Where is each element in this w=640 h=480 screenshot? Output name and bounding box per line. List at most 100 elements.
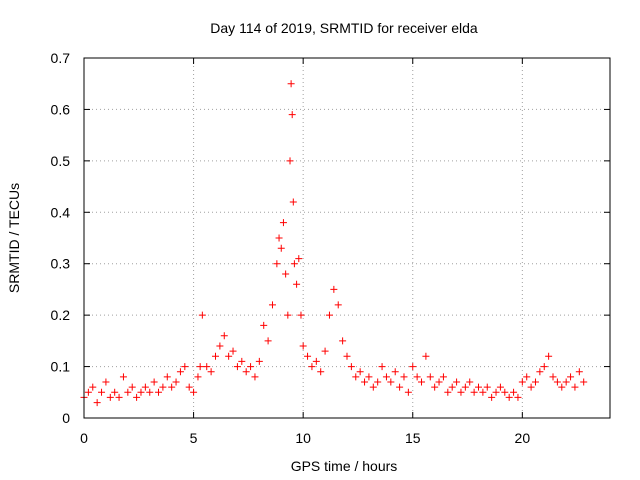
data-point [325, 311, 333, 319]
data-point [289, 198, 297, 206]
data-point [293, 280, 301, 288]
data-point [444, 388, 452, 396]
data-point [453, 378, 461, 386]
data-point [413, 373, 421, 381]
data-point [304, 352, 312, 360]
x-tick-label: 10 [295, 430, 311, 446]
data-point [575, 368, 583, 376]
data-point [172, 378, 180, 386]
data-point [422, 352, 430, 360]
data-point [119, 373, 127, 381]
data-point [275, 234, 283, 242]
data-point [238, 357, 246, 365]
data-point [418, 378, 426, 386]
y-tick-label: 0.3 [51, 256, 71, 272]
data-point [176, 368, 184, 376]
data-point [268, 301, 276, 309]
data-point [207, 368, 215, 376]
data-point [185, 383, 193, 391]
data-point [558, 383, 566, 391]
data-point [439, 373, 447, 381]
data-point [233, 363, 241, 371]
data-point [133, 393, 141, 401]
data-point [479, 388, 487, 396]
data-point [288, 111, 296, 119]
data-point [549, 373, 557, 381]
data-point [225, 352, 233, 360]
data-point [273, 260, 281, 268]
data-point [369, 383, 377, 391]
y-tick-label: 0.7 [51, 50, 71, 66]
data-point [567, 373, 575, 381]
y-tick-label: 0 [62, 410, 70, 426]
y-axis-label: SRMTID / TECUs [6, 183, 22, 293]
y-tick-label: 0.5 [51, 153, 71, 169]
data-point [540, 363, 548, 371]
data-point [115, 393, 123, 401]
points-layer [80, 80, 588, 407]
y-tick-label: 0.6 [51, 101, 71, 117]
data-point [212, 352, 219, 360]
data-point [553, 378, 561, 386]
data-point [518, 378, 526, 386]
data-point [339, 337, 347, 345]
data-point [382, 373, 390, 381]
x-tick-label: 5 [190, 430, 198, 446]
data-point [334, 301, 342, 309]
y-tick-label: 0.4 [51, 204, 71, 220]
data-point [361, 378, 369, 386]
data-point [391, 368, 399, 376]
data-point [264, 337, 272, 345]
data-point [194, 373, 202, 381]
data-point [150, 378, 158, 386]
data-point [93, 399, 101, 407]
data-point [247, 363, 255, 371]
data-point [501, 388, 509, 396]
data-point [168, 383, 176, 391]
ticks-layer [83, 57, 610, 419]
data-point [356, 368, 364, 376]
data-point [196, 363, 204, 371]
chart-title: Day 114 of 2019, SRMTID for receiver eld… [210, 20, 478, 36]
data-point [284, 311, 292, 319]
data-point [330, 285, 338, 293]
data-point [457, 388, 465, 396]
data-point [347, 363, 355, 371]
data-point [426, 373, 434, 381]
data-point [203, 363, 211, 371]
data-point [255, 357, 263, 365]
data-point [163, 373, 171, 381]
data-point [400, 373, 408, 381]
data-point [404, 388, 412, 396]
tick-labels-layer: 0 5 10 15 20 0 0.1 0.2 0.3 0.4 0.5 0.6 0.7 [51, 50, 531, 446]
plot-frame [83, 57, 611, 419]
data-point [431, 383, 439, 391]
data-point [102, 378, 110, 386]
data-point [260, 321, 268, 329]
data-point [536, 368, 544, 376]
y-tick-label: 0.2 [51, 307, 71, 323]
data-point [287, 80, 295, 88]
data-point [308, 363, 316, 371]
data-point [297, 311, 305, 319]
data-point [461, 383, 469, 391]
y-tick-label: 0.1 [51, 359, 71, 375]
data-point [409, 363, 417, 371]
data-point [571, 383, 579, 391]
data-point [141, 383, 149, 391]
x-tick-label: 0 [80, 430, 88, 446]
data-point [312, 357, 320, 365]
data-point [352, 373, 360, 381]
data-point [483, 383, 491, 391]
x-axis-label: GPS time / hours [291, 458, 398, 474]
data-point [181, 363, 189, 371]
data-point [527, 383, 535, 391]
data-point [106, 393, 114, 401]
data-point [190, 388, 198, 396]
data-point [510, 388, 518, 396]
data-point [277, 244, 285, 252]
data-point [295, 255, 303, 263]
x-tick-label: 15 [405, 430, 421, 446]
data-point [124, 388, 132, 396]
